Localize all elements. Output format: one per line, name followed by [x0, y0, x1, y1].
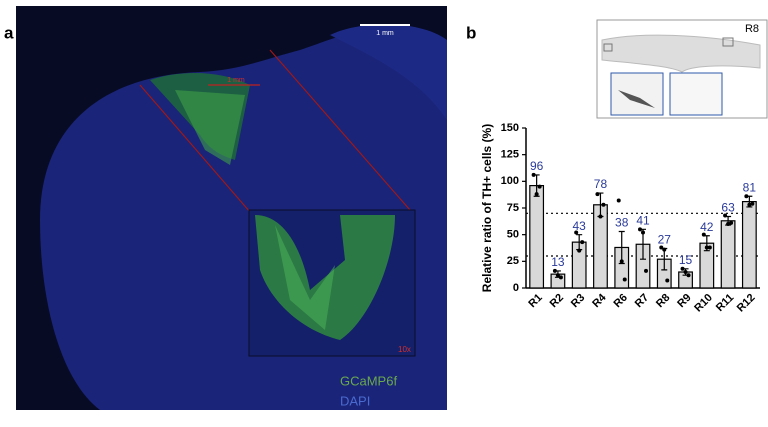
panel-label: a [4, 23, 14, 42]
x-tick-label: R9 [675, 292, 693, 310]
microscopy-image: 1 mm 1 mm 10x GCaMP6f DAPI [16, 6, 447, 410]
thumbnail-label: R8 [745, 23, 759, 35]
data-point [580, 240, 585, 245]
y-tick-label: 125 [501, 149, 519, 161]
data-point [555, 273, 560, 278]
y-axis-label: Relative ratio of TH+ cells (%) [480, 124, 494, 292]
thumbnail: R8 [596, 19, 768, 119]
bar [741, 201, 757, 289]
data-point [552, 268, 557, 273]
data-point [744, 194, 749, 199]
panel-label: b [466, 23, 476, 42]
data-point [558, 275, 563, 280]
data-point [747, 202, 752, 207]
y-tick-label: 25 [507, 255, 519, 267]
data-point [595, 192, 600, 197]
zoom-label: 10x [398, 345, 411, 354]
value-label: 15 [679, 253, 693, 267]
value-label: 96 [530, 159, 544, 173]
y-tick-label: 75 [507, 202, 519, 214]
data-point [750, 201, 755, 206]
data-point [638, 227, 642, 232]
data-point [601, 202, 606, 207]
data-point [574, 230, 579, 235]
data-point [537, 184, 542, 189]
data-point [622, 277, 627, 282]
bar [529, 185, 545, 289]
value-label: 43 [573, 219, 587, 233]
y-tick-label: 150 [501, 122, 519, 134]
x-tick-label: R3 [569, 292, 587, 310]
data-point [577, 248, 582, 253]
data-point [726, 222, 731, 226]
data-point [683, 270, 688, 274]
bar [720, 220, 736, 289]
data-point [723, 213, 728, 218]
error-bar [618, 230, 625, 265]
channel-label: GCaMP6f [340, 373, 397, 388]
data-point [534, 192, 539, 197]
data-point [707, 245, 712, 250]
channel-label: DAPI [340, 393, 370, 408]
data-point [729, 220, 734, 225]
value-label: 42 [700, 220, 714, 234]
value-label: 27 [658, 233, 672, 247]
data-point [619, 259, 624, 264]
x-tick-label: R11 [714, 292, 736, 314]
value-label: 13 [551, 255, 565, 269]
scale-bar-label: 1 mm [376, 30, 394, 37]
data-point [659, 245, 664, 250]
value-label: 41 [636, 214, 650, 228]
data-point [680, 266, 685, 271]
data-point [662, 247, 667, 252]
data-point [701, 232, 706, 237]
value-label: 38 [615, 216, 629, 230]
x-tick-label: R7 [633, 292, 651, 310]
y-tick-label: 0 [513, 282, 519, 294]
data-point [644, 268, 648, 273]
data-point [665, 278, 670, 283]
y-tick-label: 100 [501, 175, 519, 187]
x-tick-label: R10 [692, 292, 715, 315]
value-label: 78 [594, 177, 608, 191]
value-label: 81 [743, 180, 757, 194]
x-tick-label: R12 [735, 292, 758, 315]
value-label: 63 [721, 201, 735, 215]
data-point [531, 172, 536, 177]
data-point [686, 273, 691, 278]
data-point [616, 198, 621, 203]
scale-label: 1 mm [227, 77, 245, 84]
data-point [641, 230, 645, 235]
x-tick-label: R2 [548, 292, 566, 310]
x-tick-label: R6 [611, 292, 629, 310]
x-tick-label: R4 [590, 291, 609, 310]
x-tick-label: R1 [526, 292, 544, 310]
data-point [704, 245, 709, 250]
data-point [598, 214, 603, 219]
y-tick-label: 50 [507, 229, 519, 241]
x-tick-label: R8 [654, 292, 672, 310]
